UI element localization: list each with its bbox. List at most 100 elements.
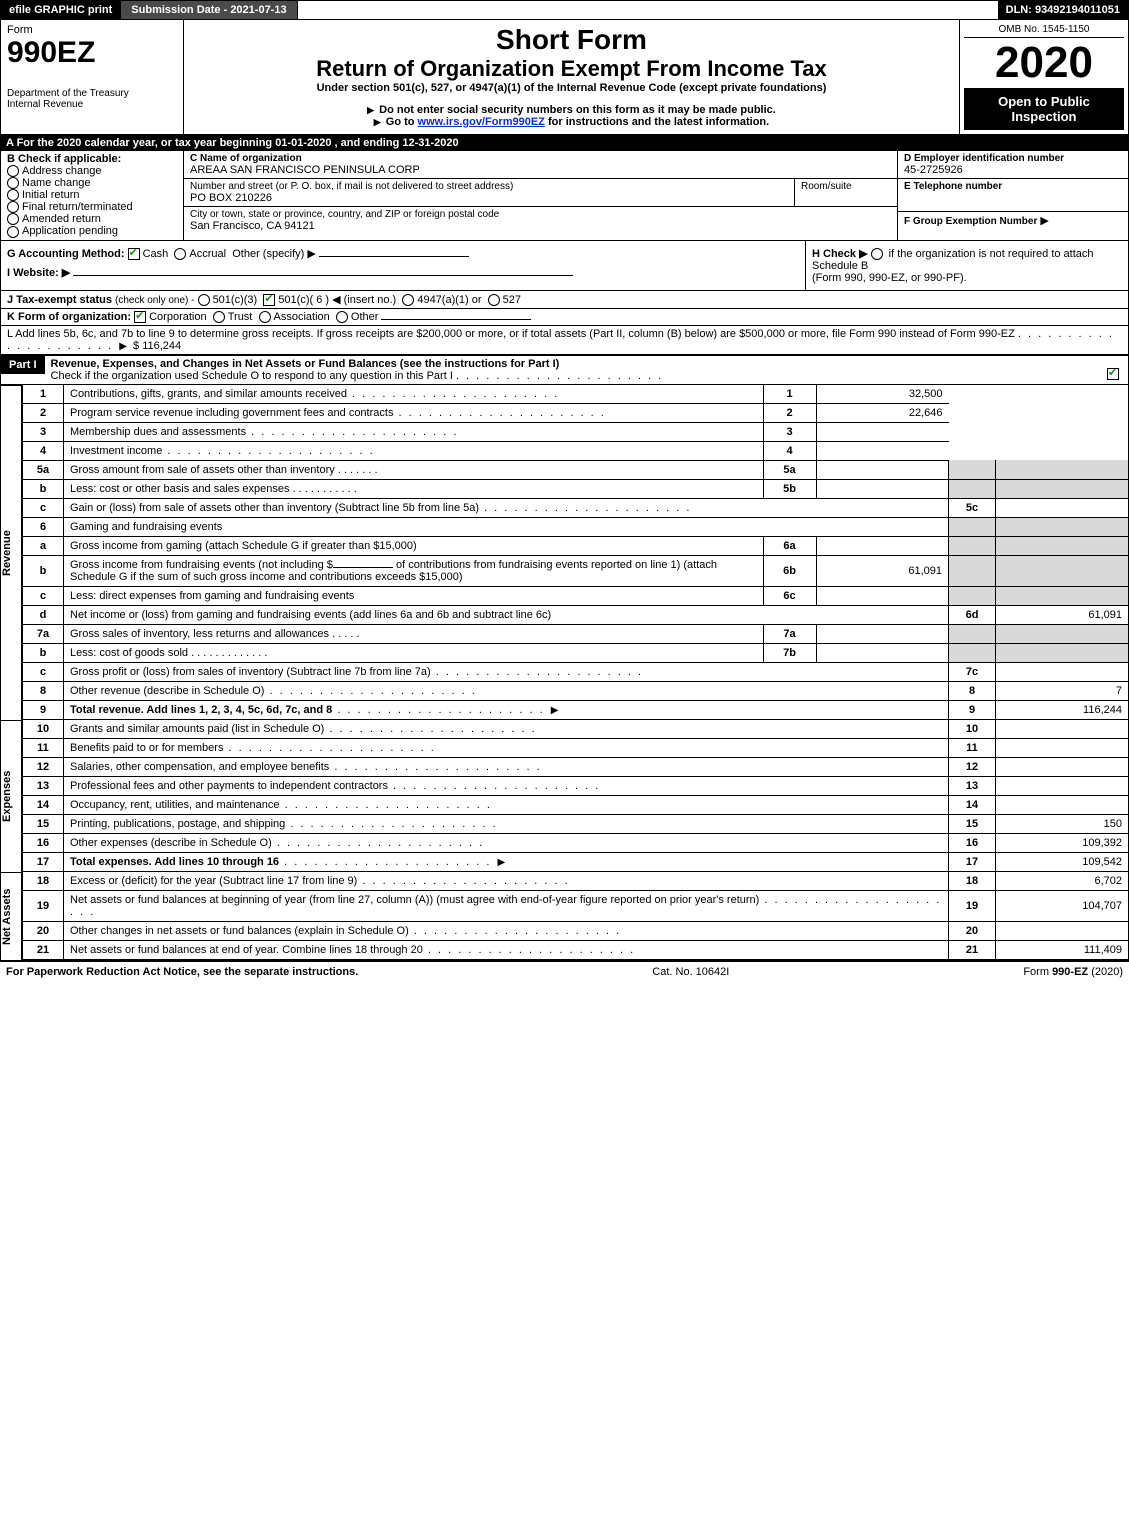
check-corp[interactable] [134, 311, 146, 323]
d-label: D Employer identification number [904, 153, 1122, 164]
check-address-change[interactable] [7, 165, 19, 177]
check-accrual[interactable] [174, 248, 186, 260]
form-word: Form [7, 24, 177, 36]
entity-block: B Check if applicable: Address change Na… [0, 151, 1129, 241]
header-center: Short Form Return of Organization Exempt… [184, 20, 959, 134]
l-amount: $ 116,244 [133, 340, 181, 352]
accounting-row: G Accounting Method: Cash Accrual Other … [0, 241, 1129, 291]
dept-treasury: Department of the Treasury [7, 88, 177, 99]
title-short-form: Short Form [192, 24, 951, 56]
topbar-spacer [298, 1, 998, 19]
goto-pre: Go to [386, 116, 418, 128]
submission-date: Submission Date - 2021-07-13 [121, 1, 297, 19]
goto-link[interactable]: www.irs.gov/Form990EZ [418, 116, 545, 128]
f-arrow-icon: ▶ [1040, 215, 1048, 227]
arrow-icon [548, 704, 562, 716]
check-trust[interactable] [213, 311, 225, 323]
k-corp: Corporation [149, 311, 206, 323]
h-text2: (Form 990, 990-EZ, or 990-PF). [812, 272, 967, 284]
org-name: AREAA SAN FRANCISCO PENINSULA CORP [190, 164, 891, 176]
warn-text: Do not enter social security numbers on … [379, 104, 776, 116]
room-suite-label: Room/suite [794, 179, 897, 206]
open-inspection: Open to Public Inspection [964, 88, 1124, 130]
part1-title: Revenue, Expenses, and Changes in Net As… [51, 358, 560, 370]
b-item: Application pending [22, 225, 118, 237]
form-header: Form 990EZ Department of the Treasury In… [0, 20, 1129, 135]
org-city: San Francisco, CA 94121 [190, 220, 891, 232]
expenses-vlabel: Expenses [0, 720, 22, 872]
b-item: Final return/terminated [22, 201, 133, 213]
footer-catno: Cat. No. 10642I [652, 966, 729, 978]
g-label: G Accounting Method: [7, 248, 125, 260]
revenue-table: 1Contributions, gifts, grants, and simil… [22, 385, 1129, 720]
f-label: F Group Exemption Number [904, 216, 1037, 227]
expenses-table: 10Grants and similar amounts paid (list … [22, 720, 1129, 872]
footer-form: Form 990-EZ (2020) [1023, 966, 1123, 978]
j-c3: 501(c)(3) [213, 294, 258, 306]
part1-label: Part I [1, 356, 45, 374]
netassets-vlabel: Net Assets [0, 872, 22, 960]
box-b-label: B Check if applicable: [7, 153, 177, 165]
dln: DLN: 93492194011051 [998, 1, 1128, 19]
k-trust: Trust [228, 311, 253, 323]
check-name-change[interactable] [7, 177, 19, 189]
check-final-return[interactable] [7, 201, 19, 213]
check-501c[interactable] [263, 294, 275, 306]
check-other[interactable] [336, 311, 348, 323]
line-j: J Tax-exempt status (check only one) - 5… [0, 291, 1129, 309]
k-label: K Form of organization: [7, 311, 131, 323]
check-amended[interactable] [7, 213, 19, 225]
e-label: E Telephone number [904, 181, 1122, 192]
k-assoc: Association [274, 311, 330, 323]
g-accrual: Accrual [189, 248, 226, 260]
expenses-section: Expenses 10Grants and similar amounts pa… [0, 720, 1129, 872]
check-pending[interactable] [7, 226, 19, 238]
c-name-label: C Name of organization [190, 153, 891, 164]
b-item: Amended return [22, 213, 101, 225]
b-item: Initial return [22, 189, 79, 201]
l-text: L Add lines 5b, 6c, and 7b to line 9 to … [7, 328, 1015, 340]
h-label: H Check ▶ [812, 248, 868, 260]
line-k: K Form of organization: Corporation Trus… [0, 309, 1129, 326]
c-addr-label: Number and street (or P. O. box, if mail… [190, 181, 788, 192]
check-assoc[interactable] [259, 311, 271, 323]
revenue-vlabel: Revenue [0, 385, 22, 720]
netassets-section: Net Assets 18Excess or (deficit) for the… [0, 872, 1129, 960]
tax-year: 2020 [964, 38, 1124, 88]
box-h: H Check ▶ if the organization is not req… [805, 241, 1128, 290]
j-527: 527 [503, 294, 521, 306]
check-cash[interactable] [128, 248, 140, 260]
netassets-table: 18Excess or (deficit) for the year (Subt… [22, 872, 1129, 960]
check-schedule-o[interactable] [1107, 368, 1119, 380]
period-bar: A For the 2020 calendar year, or tax yea… [0, 135, 1129, 151]
j-c: 501(c)( 6 ) ◀ (insert no.) [278, 294, 396, 306]
b-item: Name change [22, 177, 91, 189]
page-footer: For Paperwork Reduction Act Notice, see … [0, 960, 1129, 982]
top-bar: efile GRAPHIC print Submission Date - 20… [0, 0, 1129, 20]
check-527[interactable] [488, 294, 500, 306]
j-hint: (check only one) - [115, 295, 194, 306]
check-501c3[interactable] [198, 294, 210, 306]
revenue-section: Revenue 1Contributions, gifts, grants, a… [0, 385, 1129, 720]
i-label: I Website: ▶ [7, 267, 70, 279]
g-cash: Cash [143, 248, 169, 260]
check-initial-return[interactable] [7, 189, 19, 201]
arrow-icon [116, 340, 130, 352]
box-c: C Name of organization AREAA SAN FRANCIS… [184, 151, 897, 240]
part1-check-text: Check if the organization used Schedule … [51, 370, 453, 382]
box-def: D Employer identification number 45-2725… [897, 151, 1128, 240]
subtitle-under: Under section 501(c), 527, or 4947(a)(1)… [192, 82, 951, 94]
b-item: Address change [22, 165, 102, 177]
header-right: OMB No. 1545-1150 2020 Open to Public In… [959, 20, 1128, 134]
efile-label: efile GRAPHIC print [1, 1, 121, 19]
j-a1: 4947(a)(1) or [417, 294, 481, 306]
title-main: Return of Organization Exempt From Incom… [192, 56, 951, 82]
c-city-label: City or town, state or province, country… [190, 209, 891, 220]
line-l: L Add lines 5b, 6c, and 7b to line 9 to … [0, 326, 1129, 355]
box-b: B Check if applicable: Address change Na… [1, 151, 184, 240]
check-4947[interactable] [402, 294, 414, 306]
arrow-icon [494, 856, 508, 868]
check-schedule-b[interactable] [871, 248, 883, 260]
j-label: J Tax-exempt status [7, 294, 112, 306]
goto-post: for instructions and the latest informat… [548, 116, 769, 128]
